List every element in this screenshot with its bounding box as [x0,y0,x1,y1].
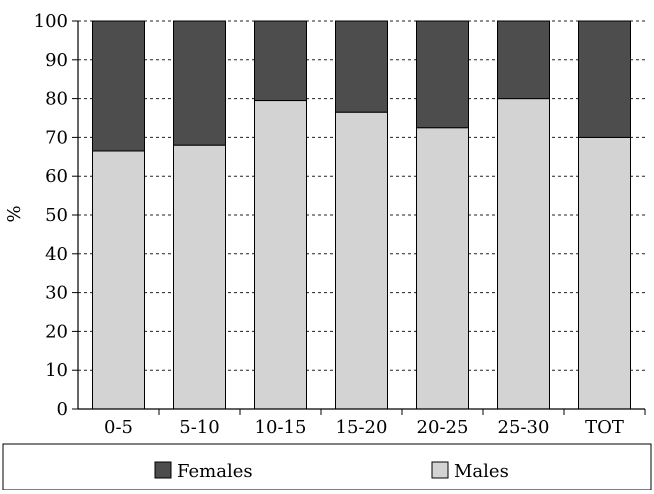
x-tick-label: 15-20 [336,417,388,438]
x-tick-label: 5-10 [179,417,219,438]
y-tick-label: 10 [45,360,68,381]
bars-group [92,20,631,410]
y-tick-label: 50 [45,205,68,226]
x-tick-label: 25-30 [498,417,550,438]
bar-females-20-25 [416,20,469,129]
legend-box [2,443,652,491]
y-axis-label: % [4,205,25,222]
y-tick-label: 70 [45,127,68,148]
x-tick-labels: 0-5 5-10 10-15 15-20 20-25 25-30 TOT [104,409,646,438]
y-tick-label: 80 [45,89,68,110]
bar-females-25-30 [497,20,550,100]
y-tick-label: 40 [45,244,68,265]
bar-females-10-15 [254,20,307,102]
bar-males-20-25 [416,127,469,410]
y-tick-label: 60 [45,166,68,187]
bar-males-TOT [578,136,631,410]
y-tick-label: 90 [45,50,68,71]
bar-males-25-30 [497,98,550,410]
legend-label-males: Males [454,461,509,482]
bar-females-15-20 [335,20,388,113]
y-tick-label: 30 [45,283,68,304]
legend: Females Males [2,443,652,491]
legend-swatch-males [431,461,449,479]
y-tick-labels: 0 10 20 30 40 50 60 70 80 90 100 [34,11,78,420]
x-tick-label: 20-25 [417,417,469,438]
legend-swatch-females [154,461,172,479]
bar-males-10-15 [254,100,307,410]
bar-females-5-10 [173,20,226,146]
x-tick-label: 10-15 [255,417,307,438]
y-tick-label: 20 [45,321,68,342]
legend-label-females: Females [177,461,253,482]
bar-males-15-20 [335,111,388,410]
bar-males-5-10 [173,144,226,410]
bar-males-0-5 [92,150,145,410]
x-tick-label: TOT [585,417,624,438]
bar-females-0-5 [92,20,145,152]
y-tick-label: 100 [34,11,68,32]
x-tick-label: 0-5 [104,417,133,438]
bar-females-TOT [578,20,631,138]
y-tick-label: 0 [57,399,68,420]
